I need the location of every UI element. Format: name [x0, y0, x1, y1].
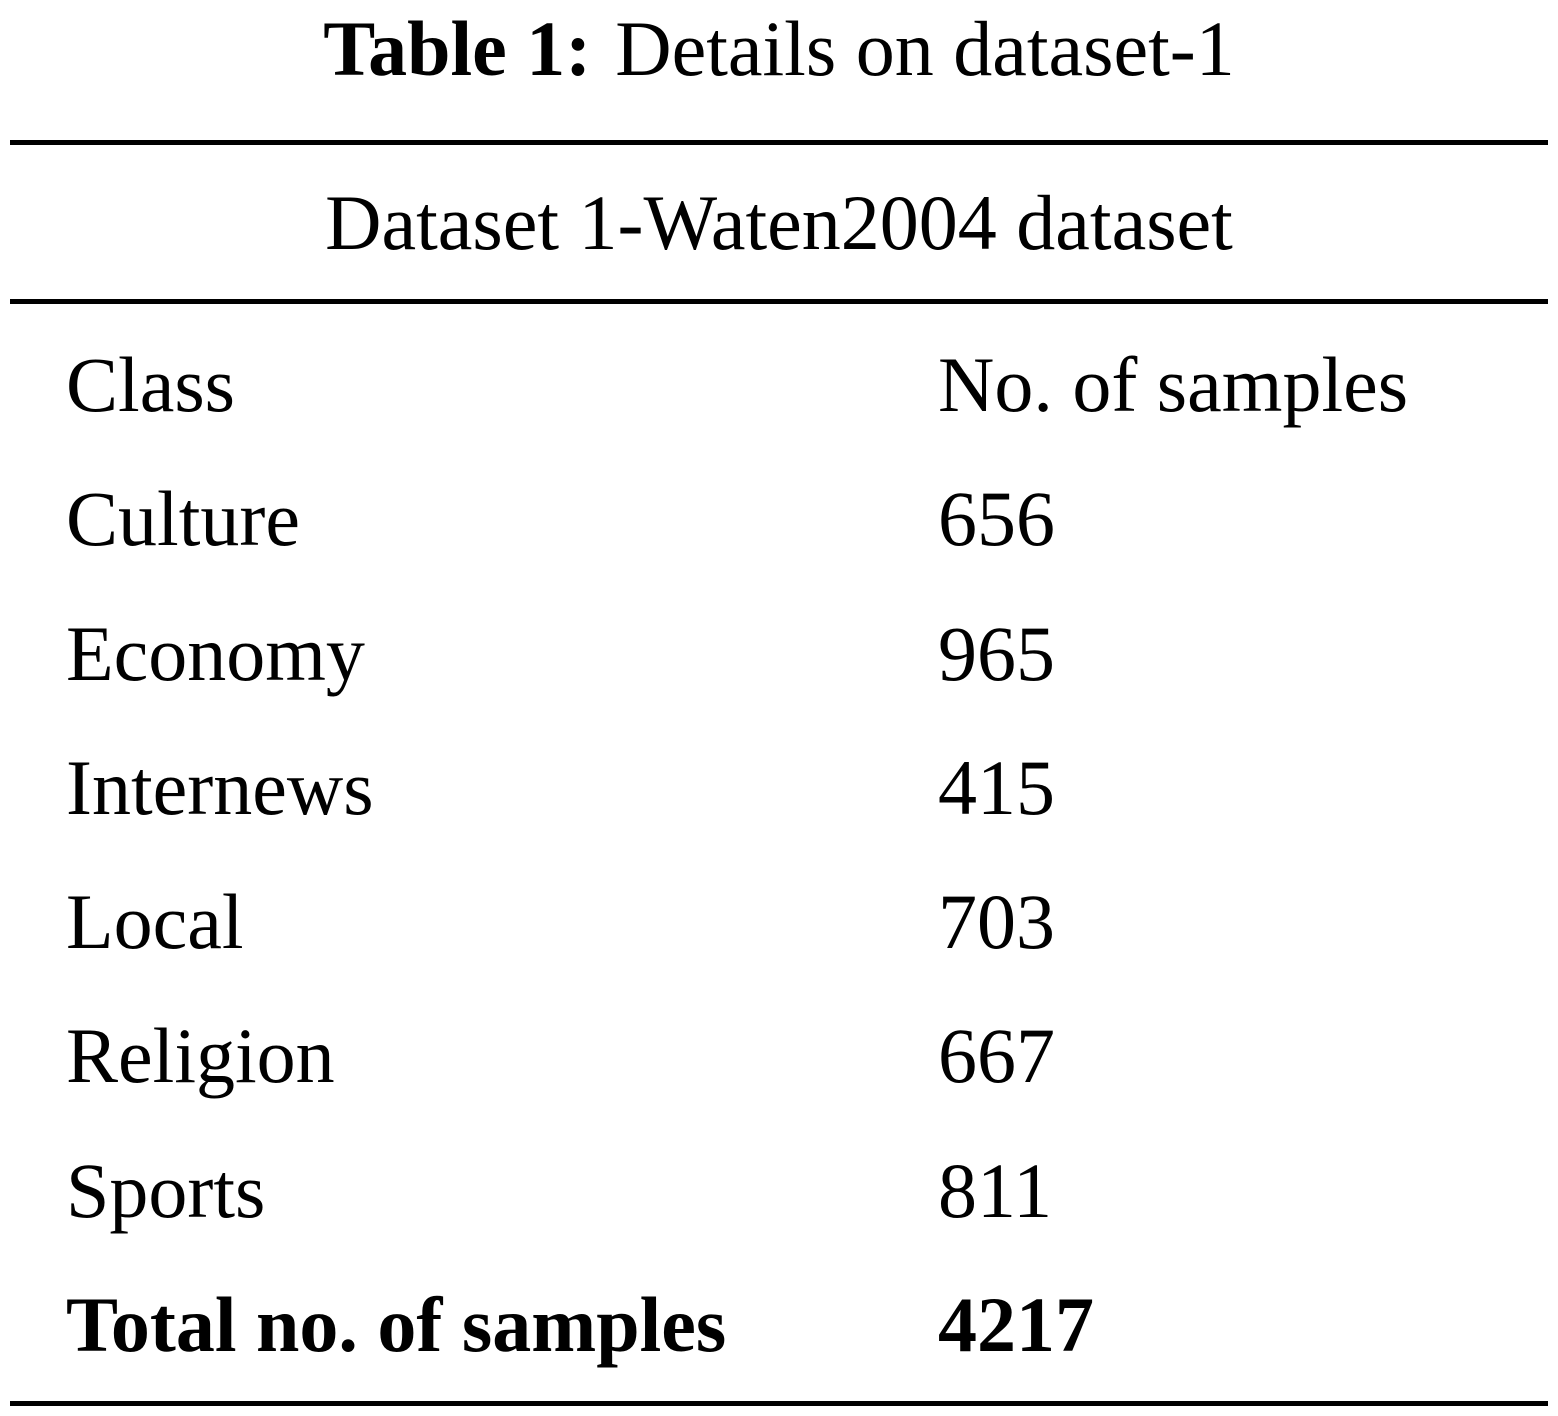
- table-row: Religion 667: [0, 1011, 1558, 1101]
- class-cell: Culture: [66, 475, 300, 562]
- table-row: Sports 811: [0, 1146, 1558, 1236]
- class-cell: Economy: [66, 610, 365, 697]
- column-header-class: Class: [66, 341, 236, 428]
- table-row: Local 703: [0, 877, 1558, 967]
- table-caption-label: Table 1:: [323, 5, 592, 92]
- table-caption: Table 1: Details on dataset-1: [0, 4, 1558, 94]
- class-cell: Sports: [66, 1147, 266, 1234]
- table-group-header: Dataset 1-Waten2004 dataset: [325, 179, 1233, 266]
- total-value: 4217: [938, 1281, 1094, 1368]
- table-row: Culture 656: [0, 474, 1558, 564]
- class-cell: Religion: [66, 1012, 335, 1099]
- samples-cell: 965: [938, 610, 1055, 697]
- samples-cell: 667: [938, 1012, 1055, 1099]
- total-label: Total no. of samples: [66, 1281, 727, 1368]
- class-cell: Local: [66, 878, 244, 965]
- samples-cell: 415: [938, 744, 1055, 831]
- table-total-row: Total no. of samples 4217: [0, 1280, 1558, 1370]
- table-row: Internews 415: [0, 743, 1558, 833]
- table-row: Economy 965: [0, 609, 1558, 699]
- class-cell: Internews: [66, 744, 374, 831]
- bottom-rule: [10, 1401, 1548, 1406]
- mid-rule: [10, 299, 1548, 304]
- table-header-row: Class No. of samples: [0, 340, 1558, 430]
- table-caption-text: Details on dataset-1: [615, 5, 1235, 92]
- samples-cell: 703: [938, 878, 1055, 965]
- samples-cell: 811: [938, 1147, 1053, 1234]
- top-rule: [10, 140, 1548, 145]
- column-header-samples: No. of samples: [938, 341, 1409, 428]
- samples-cell: 656: [938, 475, 1055, 562]
